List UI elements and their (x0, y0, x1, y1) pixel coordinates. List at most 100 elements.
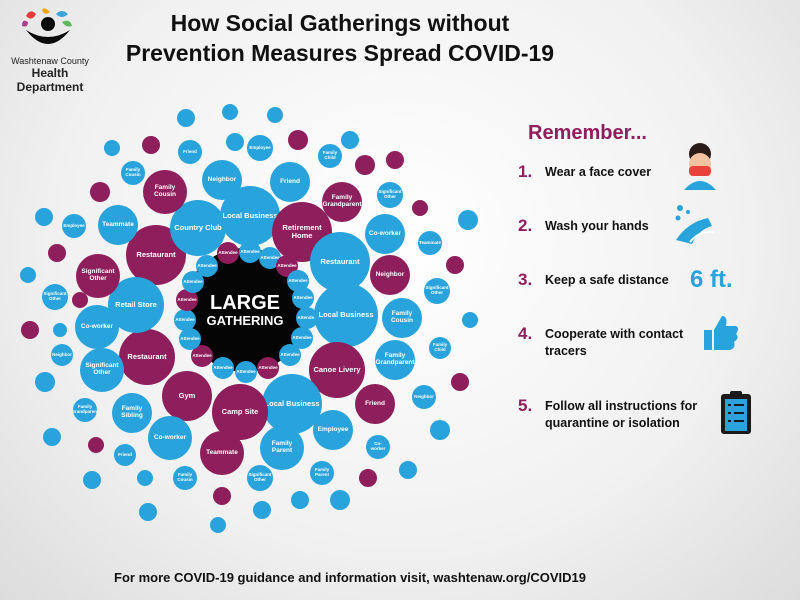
bubble: Teammate (98, 205, 138, 245)
logo-icon (22, 8, 72, 44)
decor-circle (446, 256, 464, 274)
bubble: Local Business (262, 374, 322, 434)
bubble: Teammate (418, 231, 442, 255)
decor-circle (399, 461, 417, 479)
decor-circle (226, 133, 244, 151)
item-number: 2. (518, 216, 533, 235)
bubble: Attendee (296, 307, 318, 329)
bubble: Attendee (176, 289, 198, 311)
bubble: Friend (114, 444, 136, 466)
bubble: Co-worker (365, 214, 405, 254)
bubble: Family Child (318, 144, 342, 168)
bubble: Family Child (429, 337, 451, 359)
bubble: Significant Other (42, 284, 68, 310)
bubble: Attendee (196, 255, 218, 277)
bubble: Friend (355, 384, 395, 424)
decor-circle (330, 490, 350, 510)
bubble-diagram: LARGE GATHERING Attendee Attendee Attendee At… (20, 104, 478, 533)
item-number: 3. (518, 270, 533, 289)
bubble: Significant Other (76, 254, 120, 298)
decor-circle (53, 323, 67, 337)
decor-circle (458, 210, 478, 230)
decor-circle (253, 501, 271, 519)
decor-circle (359, 469, 377, 487)
item-number: 1. (518, 162, 533, 181)
bubble: Employee (62, 214, 86, 238)
bubble: Attendee (239, 241, 261, 263)
decor-circle (222, 104, 238, 120)
bubble: Significant Other (424, 278, 450, 304)
checklist-icon (721, 391, 751, 434)
bubble: Family Parent (310, 461, 334, 485)
decor-circle (20, 267, 36, 283)
decor-circle (210, 517, 226, 533)
bubble: Employee (247, 135, 273, 161)
thumbs-up-icon (704, 316, 738, 350)
bubble: Neighbor (51, 344, 73, 366)
decor-circle (83, 471, 101, 489)
item-number: 4. (518, 324, 533, 343)
bubble: Attendee (217, 242, 239, 264)
bubble: Attendee (174, 309, 196, 331)
item-number: 5. (518, 396, 533, 415)
bubble: Family Cousin (173, 466, 197, 490)
footer: For more COVID-19 guidance and informati… (114, 570, 586, 585)
decor-circle (177, 109, 195, 127)
item-text: Cooperate with contact tracers (545, 327, 684, 358)
bubble: Family Cousin (143, 170, 187, 214)
bubble: Neighbor (202, 160, 242, 200)
distance-label: 6 ft. (690, 266, 733, 293)
decor-circle (451, 373, 469, 391)
decor-circle (21, 321, 39, 339)
bubble: Camp Site (212, 384, 268, 440)
wash-hands-icon (675, 205, 715, 244)
bubble: Attendee (257, 357, 279, 379)
bubble: Friend (270, 162, 310, 202)
bubble: Restaurant (310, 232, 370, 292)
bubble: Attendee (279, 344, 301, 366)
bubble: Teammate (200, 431, 244, 475)
logo-line: Washtenaw County (11, 56, 89, 66)
bubble: Gym (162, 371, 212, 421)
decor-circle (386, 151, 404, 169)
decor-circle (462, 312, 478, 328)
decor-circle (213, 487, 231, 505)
bubble: Family Grandparent (375, 340, 415, 380)
bubble: Family Cousin (121, 161, 145, 185)
decor-circle (35, 208, 53, 226)
bubble: Significant Other (377, 182, 403, 208)
logo-line: Health Department (16, 66, 84, 94)
bubble: Attendee (179, 328, 201, 350)
title-line: Prevention Measures Spread COVID-19 (125, 40, 555, 66)
bubble: Country Club (170, 200, 226, 256)
decor-circle (43, 428, 61, 446)
face-cover-icon (684, 143, 716, 190)
decor-circle (412, 200, 428, 216)
bubble: Attendee (292, 287, 314, 309)
bubble: Co-worker (366, 435, 390, 459)
bubble: Family Sibling (112, 393, 152, 433)
decor-circle (137, 470, 153, 486)
bubble: Restaurant (119, 329, 175, 385)
item-text: Follow all instructions for quarantine o… (545, 399, 698, 430)
bubble: Attendee (259, 247, 281, 269)
bubble: Attendee (212, 357, 234, 379)
item-text: Wash your hands (545, 219, 649, 233)
decor-circle (104, 140, 120, 156)
bubble: Significant Other (247, 465, 273, 491)
decor-circle (90, 182, 110, 202)
decor-circle (88, 437, 104, 453)
bubble: Family Grandparent (72, 398, 99, 422)
bubble: Neighbor (370, 255, 410, 295)
bubble: Attendee (291, 327, 313, 349)
bubble: Attendee (235, 361, 257, 383)
bubble: Family Parent (260, 426, 304, 470)
decor-circle (72, 292, 88, 308)
remember-heading: Remember... (528, 122, 647, 144)
bubble: Employee (313, 410, 353, 450)
decor-circle (288, 130, 308, 150)
bubble: Friend (178, 140, 202, 164)
decor-circle (139, 503, 157, 521)
decor-circle (291, 491, 309, 509)
